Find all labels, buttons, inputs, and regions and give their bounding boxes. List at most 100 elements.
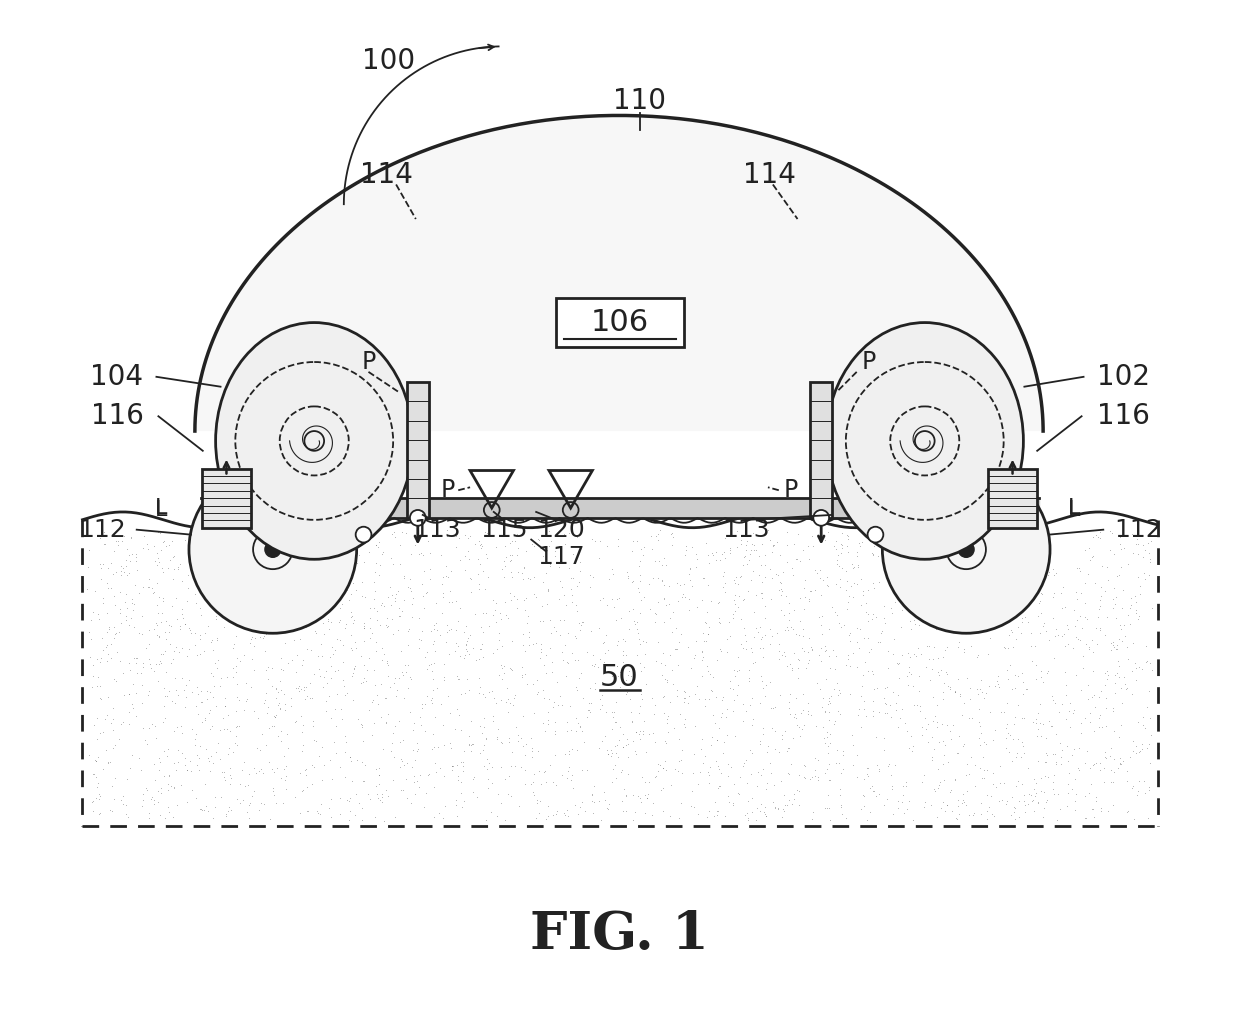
- Point: [802, 583, 821, 599]
- Point: [602, 591, 622, 607]
- Point: [577, 708, 597, 725]
- Point: [565, 652, 585, 668]
- Point: [442, 758, 462, 774]
- Point: [424, 739, 444, 755]
- Point: [788, 670, 808, 686]
- Point: [927, 809, 947, 825]
- Point: [810, 529, 830, 545]
- Point: [756, 598, 776, 614]
- Point: [390, 555, 410, 571]
- Point: [244, 702, 264, 719]
- Point: [924, 740, 944, 756]
- Point: [450, 552, 470, 568]
- Point: [1057, 616, 1077, 632]
- Point: [743, 710, 763, 727]
- Point: [449, 671, 468, 687]
- Point: [506, 720, 525, 736]
- Point: [766, 566, 786, 583]
- Point: [116, 600, 136, 616]
- Point: [737, 533, 757, 549]
- Point: [244, 546, 264, 562]
- Point: [399, 579, 419, 595]
- Point: [508, 540, 528, 556]
- Point: [711, 765, 731, 782]
- Point: [196, 741, 216, 757]
- Point: [98, 580, 118, 596]
- Point: [514, 559, 534, 576]
- Point: [924, 526, 944, 542]
- Point: [198, 558, 218, 574]
- Point: [347, 554, 367, 570]
- Point: [473, 623, 493, 639]
- Point: [709, 780, 729, 796]
- Point: [833, 537, 852, 553]
- Point: [156, 538, 176, 554]
- Point: [227, 627, 247, 644]
- Point: [460, 627, 479, 644]
- Point: [544, 618, 564, 634]
- Point: [199, 762, 219, 779]
- Point: [292, 717, 312, 733]
- Point: [354, 756, 374, 772]
- Point: [762, 699, 782, 716]
- Point: [829, 682, 849, 698]
- Point: [560, 560, 580, 577]
- Point: [800, 638, 820, 655]
- Point: [611, 679, 631, 695]
- Point: [496, 771, 515, 788]
- Point: [105, 597, 125, 613]
- Point: [354, 670, 374, 686]
- Point: [948, 745, 968, 761]
- Point: [1015, 804, 1035, 820]
- Point: [1084, 687, 1104, 703]
- Point: [384, 524, 404, 540]
- Point: [650, 782, 670, 798]
- Point: [114, 687, 134, 703]
- Point: [1094, 759, 1114, 775]
- Point: [113, 788, 133, 804]
- Point: [484, 690, 504, 706]
- Point: [845, 558, 865, 574]
- Point: [196, 586, 216, 602]
- Point: [996, 796, 1016, 812]
- Point: [738, 812, 758, 828]
- Point: [530, 613, 550, 629]
- Point: [781, 619, 800, 635]
- Point: [1011, 603, 1031, 619]
- Point: [933, 579, 953, 595]
- Point: [409, 639, 429, 656]
- Point: [344, 660, 364, 676]
- Point: [1070, 725, 1090, 741]
- Point: [146, 730, 166, 746]
- Text: 116: 116: [1097, 402, 1150, 430]
- Point: [166, 638, 186, 655]
- Point: [203, 810, 223, 826]
- Point: [383, 771, 403, 788]
- Point: [126, 650, 146, 666]
- Point: [686, 551, 706, 567]
- Point: [762, 720, 782, 736]
- Point: [138, 736, 157, 752]
- Point: [359, 651, 379, 667]
- Point: [330, 632, 349, 649]
- Point: [652, 557, 672, 573]
- Point: [753, 761, 773, 777]
- Point: [799, 771, 819, 788]
- Point: [602, 774, 622, 791]
- Point: [711, 546, 731, 562]
- Point: [332, 654, 352, 670]
- Point: [287, 648, 307, 664]
- Point: [121, 529, 141, 545]
- Point: [312, 615, 332, 631]
- Point: [948, 745, 968, 761]
- Point: [825, 648, 845, 664]
- Point: [392, 752, 411, 768]
- Point: [585, 533, 605, 549]
- Point: [468, 566, 488, 583]
- Point: [872, 544, 892, 560]
- Point: [124, 619, 144, 635]
- Bar: [987, 469, 1037, 528]
- Point: [731, 636, 751, 653]
- Point: [866, 729, 886, 745]
- Point: [1080, 552, 1100, 568]
